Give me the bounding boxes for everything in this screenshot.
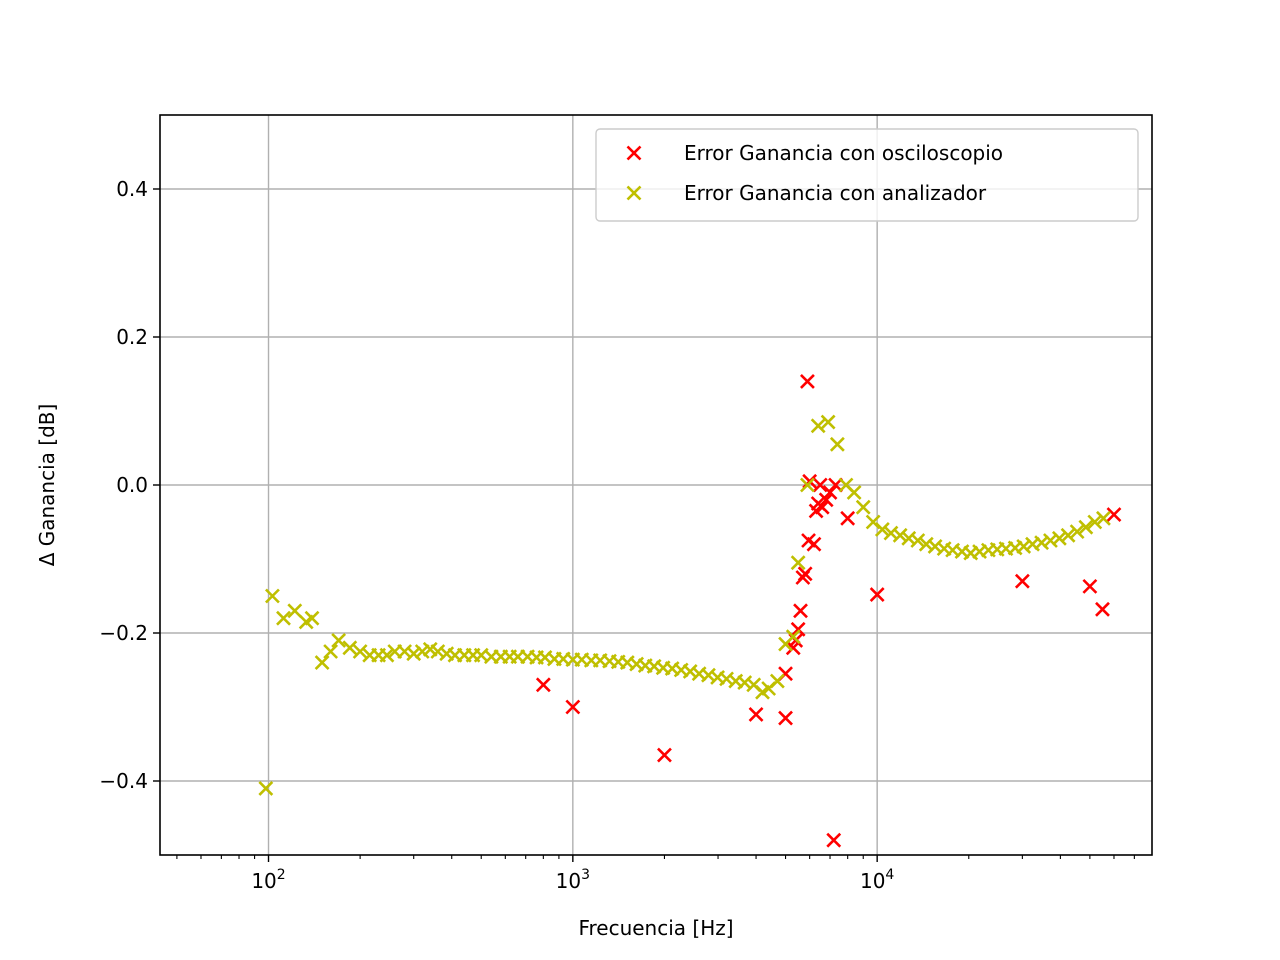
data-point <box>1096 510 1111 526</box>
legend: Error Ganancia con osciloscopio Error Ga… <box>595 128 1139 222</box>
data-point <box>748 706 764 722</box>
data-point <box>287 603 303 619</box>
x-tick-label: 102 <box>251 867 285 893</box>
data-point <box>769 673 785 689</box>
data-point <box>379 647 395 663</box>
legend-box <box>595 128 1139 222</box>
data-point <box>910 533 926 548</box>
data-point <box>406 646 422 662</box>
data-point <box>737 675 753 690</box>
data-point <box>800 373 815 389</box>
data-point <box>304 610 320 626</box>
data-point <box>840 510 856 526</box>
data-point <box>1095 601 1110 617</box>
y-tick-label: 0.4 <box>116 177 148 201</box>
data-point <box>812 477 828 493</box>
axis-ticks: 102 103 104 −0.4 −0.2 0.0 0.2 0.4 <box>99 177 894 893</box>
x-tick-label: 103 <box>556 867 590 893</box>
data-point <box>342 640 358 656</box>
data-point <box>331 632 347 648</box>
legend-label-osciloscopio: Error Ganancia con osciloscopio <box>684 141 1003 165</box>
data-point <box>918 536 934 552</box>
series-layer <box>258 373 1122 848</box>
data-point <box>314 655 330 671</box>
y-axis-label: Δ Ganancia [dB] <box>35 404 59 567</box>
data-point <box>1051 530 1067 546</box>
data-point <box>323 644 339 659</box>
data-point <box>1043 533 1058 548</box>
legend-marker-x <box>626 145 642 161</box>
data-point <box>785 629 801 645</box>
data-point <box>682 664 698 679</box>
data-point <box>352 644 368 659</box>
data-point <box>810 418 826 434</box>
data-point <box>430 644 446 659</box>
y-tick-label: 0.2 <box>116 325 148 349</box>
data-point <box>829 436 845 452</box>
x-axis-label: Frecuencia [Hz] <box>578 916 733 940</box>
data-point <box>820 414 836 430</box>
legend-marker-analizador <box>626 185 642 201</box>
data-point <box>822 484 838 500</box>
data-point <box>800 477 815 493</box>
data-point <box>657 747 672 763</box>
data-point <box>793 603 808 619</box>
data-point <box>1087 514 1103 530</box>
data-point <box>846 484 862 500</box>
data-point <box>1082 578 1098 594</box>
data-point <box>869 587 885 602</box>
legend-marker-x <box>626 185 642 201</box>
data-point <box>1078 519 1094 535</box>
data-point <box>855 499 871 515</box>
data-point <box>264 588 280 604</box>
series-0 <box>535 373 1122 848</box>
data-point <box>874 521 890 537</box>
data-point <box>818 492 834 508</box>
data-point <box>892 527 908 543</box>
legend-marker-osciloscopio <box>626 145 642 161</box>
data-point <box>276 610 291 626</box>
x-tick-label: 104 <box>860 867 894 893</box>
data-point <box>258 780 274 796</box>
data-point <box>1060 527 1076 543</box>
data-point <box>1016 539 1032 554</box>
y-tick-label: 0.0 <box>116 473 148 497</box>
data-point <box>1106 507 1122 523</box>
data-point <box>806 536 822 552</box>
data-point <box>565 699 581 715</box>
data-point <box>797 566 813 582</box>
data-point <box>1014 573 1030 589</box>
y-tick-label: −0.2 <box>99 621 148 645</box>
data-point <box>1069 524 1085 540</box>
data-point <box>826 832 842 848</box>
data-point <box>1034 535 1050 551</box>
y-tick-label: −0.4 <box>99 769 148 793</box>
data-point <box>790 621 806 637</box>
legend-label-analizador: Error Ganancia con analizador <box>684 181 987 205</box>
data-point <box>535 677 551 693</box>
data-point <box>814 499 830 515</box>
data-point <box>790 555 806 571</box>
grid-lines <box>160 115 1152 855</box>
series-1 <box>258 414 1111 796</box>
data-point <box>778 710 793 726</box>
